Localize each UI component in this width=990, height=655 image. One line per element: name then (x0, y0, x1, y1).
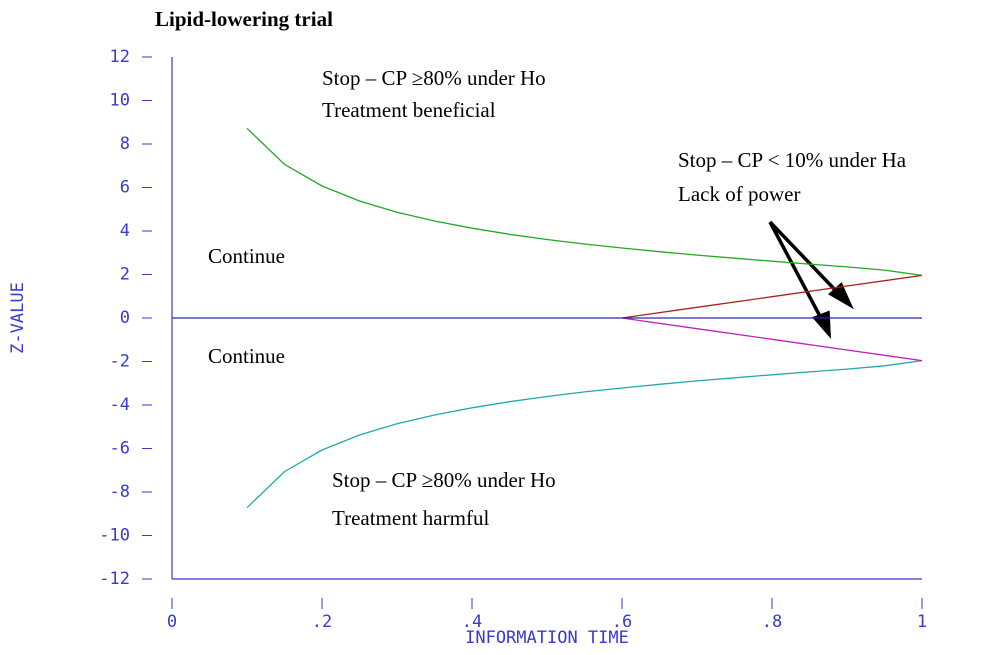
x-axis-label: INFORMATION TIME (465, 628, 629, 648)
y-tick-label: 10 (110, 91, 130, 111)
annotation: Treatment beneficial (322, 98, 496, 122)
x-tick-label: 0 (167, 612, 177, 632)
x-tick-label: .8 (762, 612, 782, 632)
y-axis-label: Z-VALUE (8, 282, 28, 354)
chart-title: Lipid-lowering trial (155, 7, 333, 31)
arrow (768, 221, 824, 321)
arrow-head (828, 282, 854, 310)
line-series (621, 317, 923, 362)
annotation: Treatment harmful (332, 506, 489, 530)
arrow (768, 220, 842, 297)
y-tick-label: 4 (120, 221, 130, 241)
line-series (621, 274, 923, 319)
y-tick-label: -2 (110, 352, 130, 372)
y-tick-label: -12 (99, 569, 130, 589)
y-tick-label: 2 (120, 265, 130, 285)
annotation: Continue (208, 244, 285, 268)
y-tick-label: 0 (120, 308, 130, 328)
y-tick-label: -8 (110, 482, 130, 502)
arrows (768, 220, 854, 339)
line-series (246, 359, 923, 509)
y-tick-label: 8 (120, 134, 130, 154)
x-tick-label: .2 (312, 612, 332, 632)
line-series (246, 127, 923, 277)
y-tick-label: -4 (110, 395, 130, 415)
annotation: Stop – CP ≥80% under Ho (332, 468, 556, 492)
y-tick-label: 12 (110, 47, 130, 67)
y-tick-label: -10 (99, 526, 130, 546)
y-tick-label: 6 (120, 178, 130, 198)
arrow-head (812, 310, 831, 339)
annotation: Stop – CP < 10% under Ha (678, 148, 907, 172)
x-tick-label: 1 (917, 612, 927, 632)
x-tick-label: .6 (612, 612, 632, 632)
x-tick-label: .4 (462, 612, 482, 632)
annotation: Continue (208, 344, 285, 368)
annotation: Stop – CP ≥80% under Ho (322, 66, 546, 90)
annotation: Lack of power (678, 182, 800, 206)
y-tick-label: -6 (110, 439, 130, 459)
